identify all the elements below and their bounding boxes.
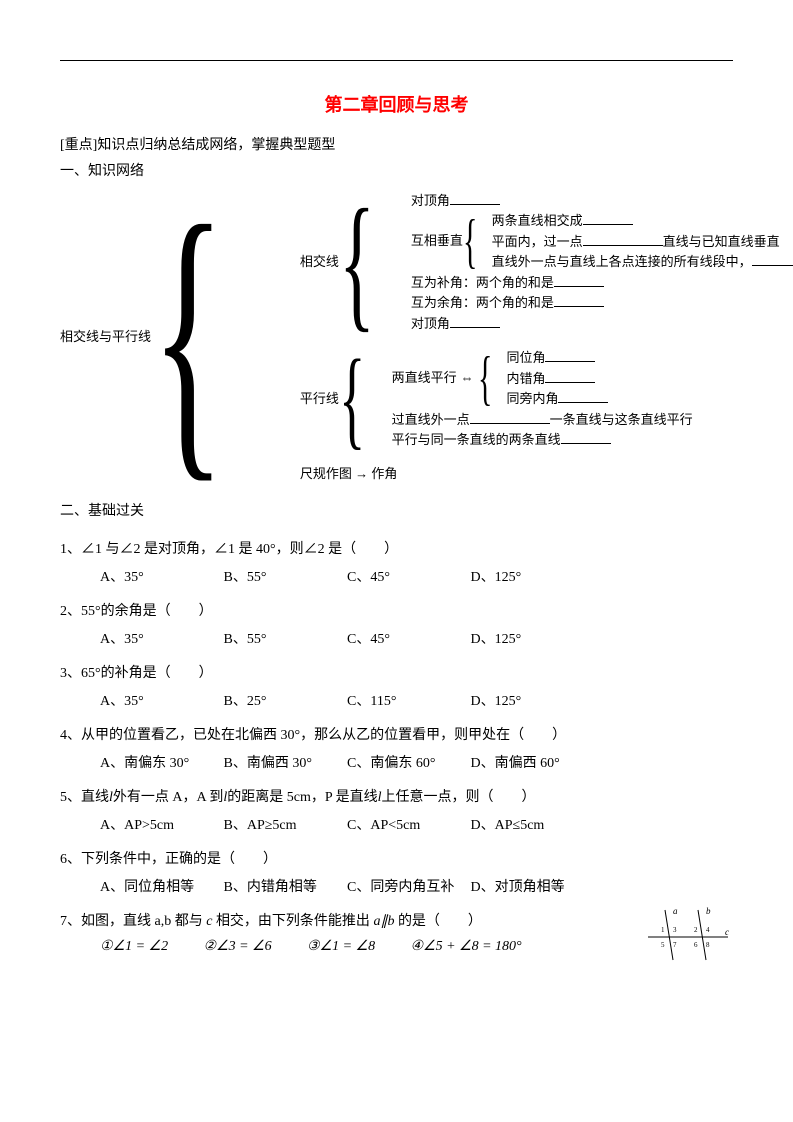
page-title: 第二章回顾与思考 <box>60 91 733 117</box>
q6-stem: 下列条件中，正确的是（ ） <box>81 852 277 867</box>
item-perpendicular-label: 互相垂直 <box>411 231 463 251</box>
q2-opt-b: B、55° <box>224 628 344 648</box>
q7-options: ①∠1 = ∠2 ②∠3 = ∠6 ③∠1 = ∠8 ④∠5 + ∠8 = 18… <box>100 938 733 955</box>
fig-label-5: 5 <box>661 941 665 949</box>
question-3: 3、65°的补角是（ ） <box>60 662 733 682</box>
q2-num: 2、 <box>60 604 81 619</box>
diagram-root: 相交线与平行线 <box>60 327 151 347</box>
q4-opt-d: D、南偏西 60° <box>471 752 591 772</box>
parallel-line1b: 一条直线与这条直线平行 <box>550 412 693 427</box>
q3-stem: 65°的补角是（ ） <box>81 666 213 681</box>
q5-opt-b: B、AP≥5cm <box>224 814 344 834</box>
fig-label-7: 7 <box>673 941 677 949</box>
question-4: 4、从甲的位置看乙，已处在北偏西 30°，那么从乙的位置看甲，则甲处在（ ） <box>60 724 733 744</box>
question-2: 2、55°的余角是（ ） <box>60 600 733 620</box>
q2-opt-d: D、125° <box>471 628 591 648</box>
q2-opt-c: C、45° <box>347 628 467 648</box>
q4-num: 4、 <box>60 728 81 743</box>
q7-stem-b: 相交，由下列条件能推出 <box>212 914 373 929</box>
q6-opt-b: B、内错角相等 <box>224 876 344 896</box>
q3-options: A、35° B、25° C、115° D、125° <box>100 690 733 710</box>
q6-opt-c: C、同旁内角互补 <box>347 876 467 896</box>
question-7: 7、如图，直线 a,b 都与 c 相交，由下列条件能推出 a∥b 的是（ ） <box>60 910 733 930</box>
fig-label-4: 4 <box>706 926 710 934</box>
branch-construction: 尺规作图 → 作角 <box>300 464 793 484</box>
q6-num: 6、 <box>60 852 81 867</box>
q4-stem: 从甲的位置看乙，已处在北偏西 30°，那么从乙的位置看甲，则甲处在（ ） <box>81 728 566 743</box>
q1-stem: ∠1 与∠2 是对顶角，∠1 是 40°，则∠2 是（ ） <box>81 542 398 557</box>
q7-opt-2: ②∠3 = ∠6 <box>204 938 304 955</box>
q2-opt-a: A、35° <box>100 628 220 648</box>
fig-label-2: 3 <box>673 926 677 934</box>
perp-line2a: 平面内，过一点 <box>492 234 583 249</box>
fig-label-a: a <box>673 906 678 916</box>
q2-stem: 55°的余角是（ ） <box>81 604 213 619</box>
heading-text: [重点]知识点归纳总结成网络，掌握典型题型 <box>60 135 733 157</box>
parallel-i1: 同位角 <box>506 350 545 365</box>
branch-parallel-label: 平行线 <box>300 389 339 409</box>
branch-intersect-label: 相交线 <box>300 252 339 272</box>
q7-stem-a: 如图，直线 a,b 都与 <box>81 914 206 929</box>
q6-opt-a: A、同位角相等 <box>100 876 220 896</box>
q7-num: 7、 <box>60 914 81 929</box>
q5-opt-a: A、AP>5cm <box>100 814 220 834</box>
parallel-i3: 同旁内角 <box>506 391 558 406</box>
q3-num: 3、 <box>60 666 81 681</box>
q5-stem-b: 外有一点 A，A 到 <box>113 790 223 805</box>
two-lines-parallel-label: 两直线平行 <box>392 368 457 388</box>
q5-stem-a: 直线 <box>81 790 109 805</box>
knowledge-diagram: 相交线与平行线 { 相交线 { 对顶角 互相垂直 { 两条直线相交成 <box>60 190 733 484</box>
q6-opt-d: D、对顶角相等 <box>471 876 591 896</box>
q7-parallel: a∥b <box>373 914 394 929</box>
item-complementary: 互为余角：两个角的和是 <box>411 295 554 310</box>
perp-line2b: 直线与已知直线垂直 <box>663 234 780 249</box>
q6-options: A、同位角相等 B、内错角相等 C、同旁内角互补 D、对顶角相等 <box>100 876 733 896</box>
q1-opt-a: A、35° <box>100 566 220 586</box>
fig-label-c: c <box>725 927 729 937</box>
q5-stem-d: 上任意一点，则（ ） <box>382 790 536 805</box>
q1-options: A、35° B、55° C、45° D、125° <box>100 566 733 586</box>
question-5: 5、直线l外有一点 A，A 到l的距离是 5cm，P 是直线l上任意一点，则（ … <box>60 786 733 806</box>
fig-label-8: 8 <box>706 941 710 949</box>
fig-label-b: b <box>706 906 711 916</box>
q4-opt-c: C、南偏东 60° <box>347 752 467 772</box>
q7-opt-4: ④∠5 + ∠8 = 180° <box>411 938 551 955</box>
q1-opt-c: C、45° <box>347 566 467 586</box>
q5-options: A、AP>5cm B、AP≥5cm C、AP<5cm D、AP≤5cm <box>100 814 733 834</box>
q4-opt-a: A、南偏东 30° <box>100 752 220 772</box>
q4-options: A、南偏东 30° B、南偏西 30° C、南偏东 60° D、南偏西 60° <box>100 752 733 772</box>
q1-opt-b: B、55° <box>224 566 344 586</box>
q5-stem-c: 的距离是 5cm，P 是直线 <box>227 790 377 805</box>
iff-symbol: ⇔ <box>461 368 474 388</box>
fig-label-2b: 2 <box>694 926 698 934</box>
item-supplementary: 互为补角：两个角的和是 <box>411 275 554 290</box>
fig-label-6: 6 <box>694 941 698 949</box>
item-vertical-angle: 对顶角 <box>411 193 450 208</box>
top-rule <box>60 60 733 61</box>
item-vertical-angle2: 对顶角 <box>411 316 450 331</box>
perp-line3a: 直线外一点与直线上各点连接的所有线段中， <box>492 254 752 269</box>
q7-opt-1: ①∠1 = ∠2 <box>100 938 200 955</box>
fig-label-1: 1 <box>661 926 665 934</box>
q2-options: A、35° B、55° C、45° D、125° <box>100 628 733 648</box>
parallel-line1a: 过直线外一点 <box>392 412 470 427</box>
parallel-line2: 平行与同一条直线的两条直线 <box>392 432 561 447</box>
q7-figure: a b c 1 3 5 7 2 4 6 8 <box>643 905 733 965</box>
q7-stem-c: 的是（ ） <box>394 914 482 929</box>
perp-line1: 两条直线相交成 <box>492 213 583 228</box>
q4-opt-b: B、南偏西 30° <box>224 752 344 772</box>
q7-opt-3: ③∠1 = ∠8 <box>307 938 407 955</box>
q3-opt-a: A、35° <box>100 690 220 710</box>
q3-opt-c: C、115° <box>347 690 467 710</box>
q5-opt-d: D、AP≤5cm <box>471 814 591 834</box>
q3-opt-d: D、125° <box>471 690 591 710</box>
q1-opt-d: D、125° <box>471 566 591 586</box>
q5-opt-c: C、AP<5cm <box>347 814 467 834</box>
question-1: 1、∠1 与∠2 是对顶角，∠1 是 40°，则∠2 是（ ） <box>60 538 733 558</box>
parallel-i2: 内错角 <box>506 371 545 386</box>
q3-opt-b: B、25° <box>224 690 344 710</box>
question-6: 6、下列条件中，正确的是（ ） <box>60 848 733 868</box>
q5-num: 5、 <box>60 790 81 805</box>
q1-num: 1、 <box>60 542 81 557</box>
